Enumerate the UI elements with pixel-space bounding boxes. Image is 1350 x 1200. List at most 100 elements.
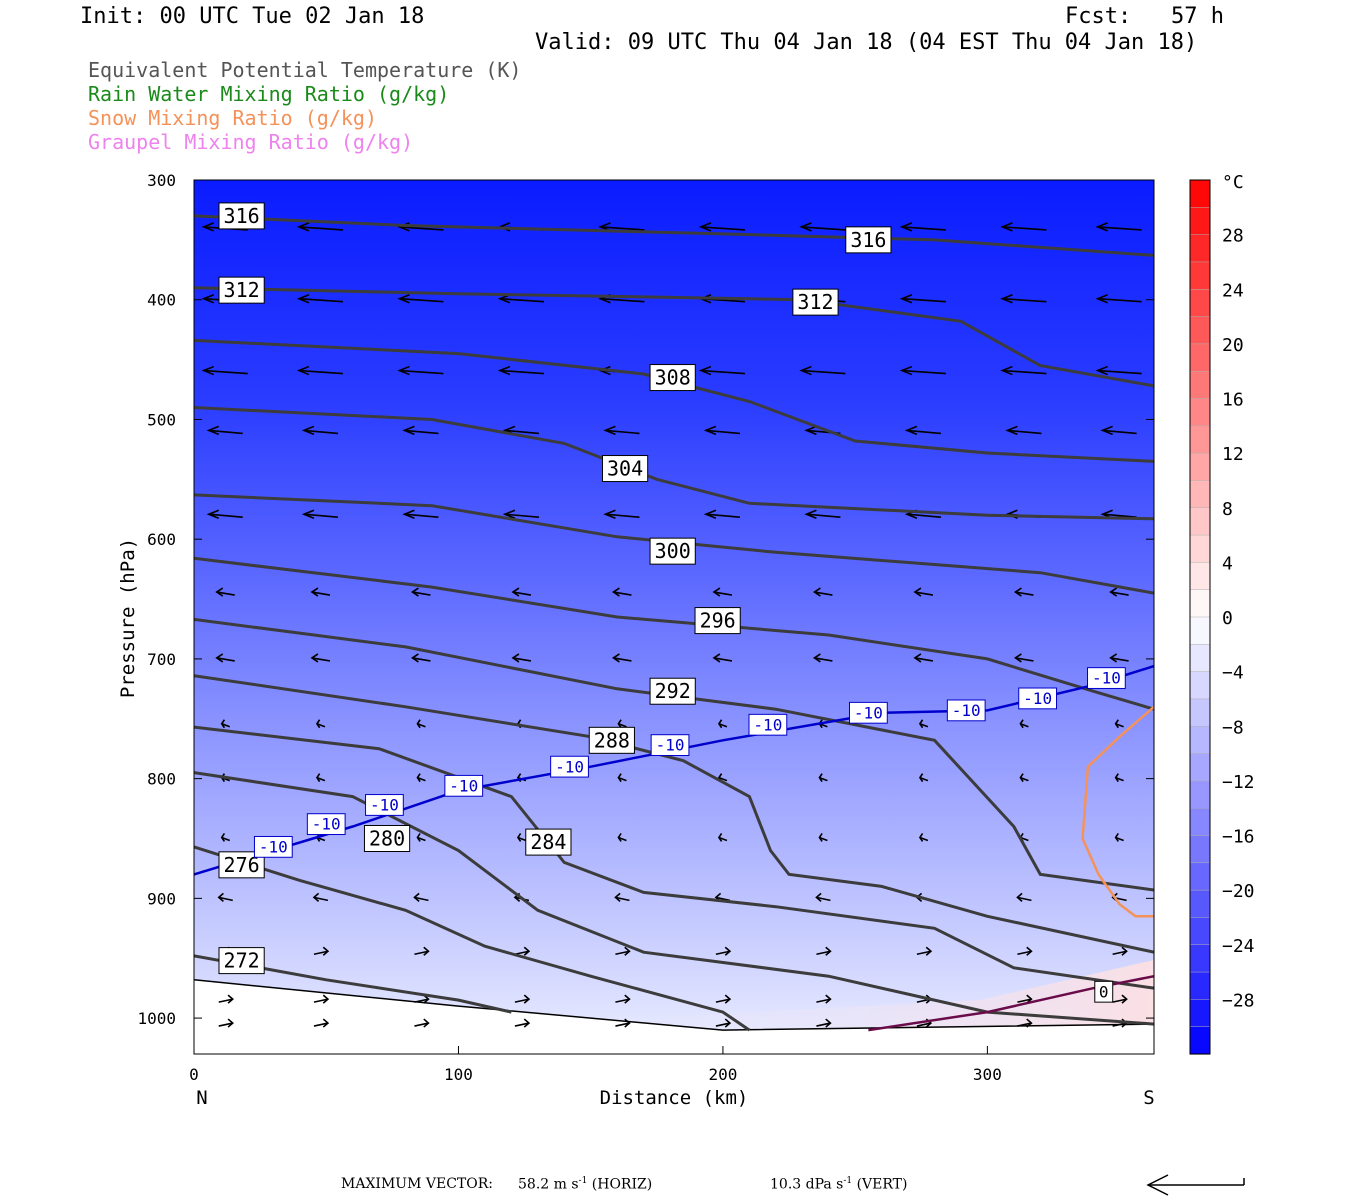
colorbar-segment <box>1189 480 1211 509</box>
wind-vector-head <box>315 719 321 729</box>
wind-vector <box>218 998 233 1003</box>
wind-vector <box>919 836 929 842</box>
wind-vector <box>713 591 733 596</box>
theta-e-label-280: 280 <box>369 826 405 850</box>
wind-vector-head <box>201 365 215 376</box>
wind-vector <box>399 226 444 231</box>
wind-vector-head <box>413 892 420 902</box>
temp-label--10: -10 <box>854 703 883 722</box>
colorbar-segment <box>1189 179 1211 209</box>
wind-vector-head <box>217 892 224 902</box>
wind-vector-head <box>617 773 622 783</box>
theta-e-label-300-box <box>649 537 696 565</box>
wind-vector <box>311 591 331 596</box>
temp-label--10-box <box>550 755 589 778</box>
x-axis-right-end-label: S <box>1143 1087 1154 1109</box>
wind-vector-head <box>206 509 220 519</box>
wind-vector-head <box>310 587 319 597</box>
colorbar-segment <box>1189 917 1211 946</box>
theta-e-line-304 <box>194 406 1154 521</box>
wind-vector-head <box>416 773 421 783</box>
reference-vector-arrow-icon <box>1146 1174 1245 1196</box>
x-tick-label: 0 <box>189 1065 199 1084</box>
wind-vector-head <box>818 833 823 842</box>
colorbar-tick-label: −12 <box>1222 772 1255 793</box>
wind-vector-head <box>397 293 410 304</box>
theta-e-label-312: 312 <box>797 290 833 314</box>
temp-label--10-box <box>306 813 346 836</box>
colorbar-segment <box>1189 971 1211 1001</box>
colorbar-segment <box>1189 289 1211 318</box>
y-tick-label: 400 <box>147 291 176 310</box>
wind-vector <box>417 776 426 782</box>
legend-snow: Snow Mixing Ratio (g/kg) <box>88 106 377 130</box>
wind-vector <box>414 1022 429 1027</box>
colorbar-segment <box>1189 562 1211 591</box>
temp-label--10-box <box>650 734 690 757</box>
colorbar-tick-label: −24 <box>1222 936 1255 957</box>
wind-vector-head <box>220 719 226 729</box>
theta-e-line-296 <box>194 556 1154 711</box>
wind-vector <box>514 998 530 1003</box>
colorbar-tick-label: 28 <box>1222 226 1244 247</box>
wind-vector-head <box>815 892 822 902</box>
theta-e-label-288-box <box>588 726 635 754</box>
wind-vector-head <box>1114 833 1119 842</box>
wind-vector-head <box>812 653 821 663</box>
wind-vector-head <box>925 946 933 956</box>
wind-vector-head <box>227 994 234 1004</box>
theta-e-label-316-box <box>218 202 265 230</box>
colorbar-segment <box>1189 753 1211 782</box>
wind-vector-head <box>402 425 415 436</box>
theta-e-line-300 <box>194 493 1154 595</box>
wind-vector-head <box>724 1018 732 1028</box>
theta-e-line-284 <box>194 725 1154 990</box>
colorbar-segment <box>1189 507 1211 536</box>
wind-vector-head <box>296 222 310 232</box>
wind-vector <box>1015 657 1034 662</box>
colorbar-tick-label: −20 <box>1222 881 1255 902</box>
wind-vector-head <box>523 1018 531 1028</box>
temp-label--10-box <box>946 699 986 722</box>
wind-vector <box>1015 591 1034 596</box>
warm-region-shading <box>600 960 1154 1030</box>
wind-vector <box>1115 723 1124 728</box>
wind-vector <box>700 369 745 375</box>
wind-vector-head <box>899 293 913 304</box>
plot-frame <box>193 179 1155 1055</box>
wind-vector <box>414 950 429 956</box>
wind-vector <box>512 591 532 596</box>
wind-vector <box>1112 950 1127 956</box>
colorbar-tick-label: 4 <box>1222 553 1233 574</box>
wind-vector <box>1020 723 1029 728</box>
wind-vector <box>1097 369 1142 375</box>
colorbar-segment <box>1189 589 1211 618</box>
max-vector-label: MAXIMUM VECTOR: <box>341 1176 493 1192</box>
legend-graupel: Graupel Mixing Ratio (g/kg) <box>88 130 414 154</box>
theta-e-label-292-box <box>649 677 696 705</box>
theta-e-label-312: 312 <box>224 278 260 302</box>
wind-vector <box>1017 998 1032 1003</box>
wind-vector-head <box>611 587 620 597</box>
y-axis: 300 400 500 600 700 800 900 1000 <box>137 171 1154 1028</box>
wind-vector <box>615 998 630 1003</box>
wind-vector <box>417 723 426 728</box>
wind-vector-head <box>1114 719 1119 729</box>
x-tick-label: 200 <box>708 1065 737 1084</box>
wind-vector <box>713 657 733 662</box>
wind-vector <box>901 369 946 375</box>
wind-vector <box>404 429 439 435</box>
wind-vector-head <box>698 222 712 232</box>
wind-vector-head <box>1019 773 1024 783</box>
wind-vector-head <box>913 587 922 597</box>
colorbar-segment <box>1189 835 1211 864</box>
temp-label-0-box <box>1094 980 1114 1003</box>
wind-vector-head <box>397 365 410 376</box>
wind-vector <box>399 297 444 303</box>
wind-vector-head <box>322 1018 330 1028</box>
x-tick-label: 300 <box>973 1065 1002 1084</box>
wind-vector <box>216 657 235 662</box>
theta-e-label-272-box <box>218 947 265 975</box>
colorbar-segment <box>1189 644 1211 673</box>
wind-vector <box>615 950 630 956</box>
